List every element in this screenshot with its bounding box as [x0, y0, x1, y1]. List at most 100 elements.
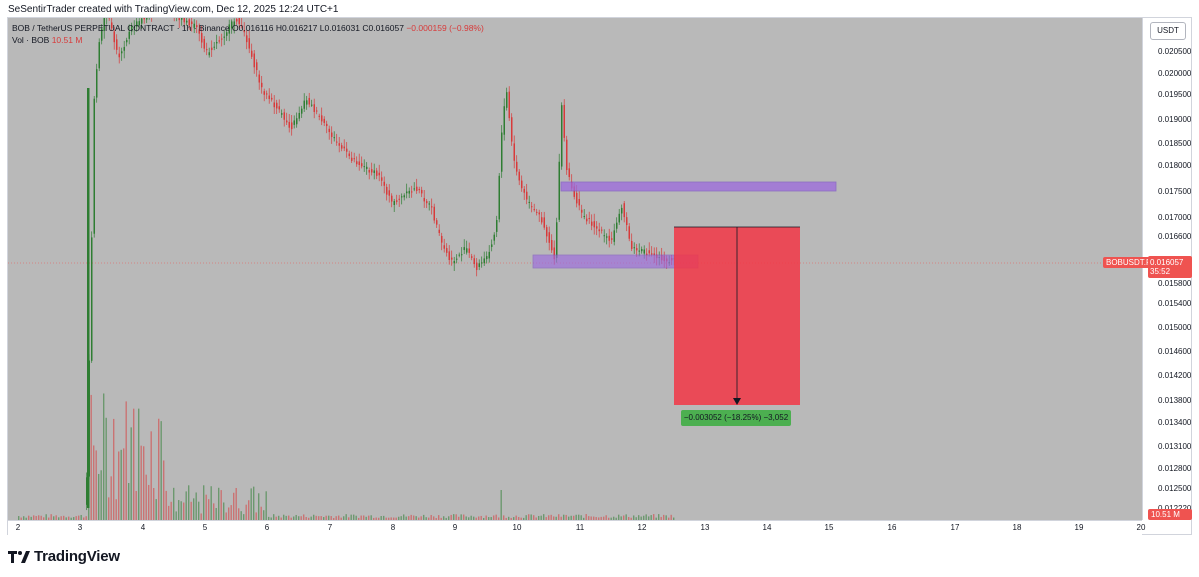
candle-body — [581, 209, 583, 213]
volume-bar — [645, 514, 647, 520]
volume-bar — [535, 517, 537, 520]
currency-button[interactable]: USDT — [1150, 22, 1186, 40]
candle-body — [548, 232, 550, 243]
candle-body — [393, 201, 395, 205]
chart-attribution: SeSentirTrader created with TradingView.… — [8, 4, 339, 15]
candle-body — [258, 74, 260, 83]
volume-bar — [448, 516, 450, 520]
candle-body — [366, 166, 368, 169]
volume-bar — [233, 492, 235, 520]
legend-symbol[interactable]: BOB / TetherUS PERPETUAL CONTRACT · 1h ·… — [12, 23, 230, 33]
volume-bar — [560, 516, 562, 520]
price-tick-label: 0.014600 — [1158, 347, 1192, 356]
volume-bar — [650, 515, 652, 520]
volume-bar — [530, 514, 532, 520]
candle-body — [193, 23, 195, 28]
volume-bar — [263, 510, 265, 520]
measure-arrow-head — [733, 398, 741, 405]
volume-bar — [235, 487, 237, 520]
candle-body — [576, 192, 578, 204]
volume-bar — [605, 515, 607, 520]
volume-bar — [338, 515, 340, 520]
volume-bar — [240, 511, 242, 520]
candle-body — [186, 20, 188, 23]
volume-bar — [143, 446, 145, 520]
volume-bar — [178, 500, 180, 520]
volume-bar — [663, 514, 665, 520]
volume-bar — [435, 517, 437, 520]
volume-bar — [670, 514, 672, 520]
volume-bar — [60, 516, 62, 520]
candle-body — [621, 207, 623, 214]
volume-bar — [118, 451, 120, 520]
volume-bar — [245, 504, 247, 520]
candle-body — [87, 88, 90, 508]
volume-bar — [115, 499, 117, 520]
candle-body — [241, 25, 243, 27]
time-tick-label: 6 — [264, 523, 270, 532]
candle-body — [228, 24, 230, 34]
volume-bar — [280, 517, 282, 520]
candle-body — [603, 235, 605, 237]
candle-body — [216, 42, 218, 44]
volume-bar — [610, 517, 612, 520]
time-tick-label: 5 — [202, 523, 208, 532]
volume-bar — [408, 516, 410, 520]
time-axis[interactable] — [8, 520, 1142, 535]
volume-bar — [490, 517, 492, 520]
volume-bar — [618, 514, 620, 520]
volume-bar — [135, 491, 137, 520]
volume-bar — [493, 515, 495, 520]
candle-body — [536, 211, 538, 213]
volume-bar — [248, 500, 250, 520]
candle-body — [433, 206, 435, 221]
volume-bar — [558, 514, 560, 520]
candle-body — [91, 237, 93, 361]
volume-bar — [373, 517, 375, 520]
volume-bar — [635, 517, 637, 520]
volume-bar — [458, 516, 460, 520]
candle-body — [448, 251, 450, 261]
candle-body — [253, 53, 255, 68]
volume-bar — [50, 514, 52, 520]
candle-body — [618, 213, 620, 223]
candle-body — [93, 98, 95, 234]
candle-body — [391, 195, 393, 202]
candle-body — [613, 230, 615, 242]
candle-body — [441, 235, 443, 243]
candle-body — [233, 21, 235, 26]
volume-bar — [100, 470, 102, 520]
volume-bar — [468, 517, 470, 520]
measure-label[interactable]: −0.003052 (−18.25%) −3,052 — [681, 410, 791, 426]
volume-bar — [78, 515, 80, 520]
volume-bar — [510, 517, 512, 520]
candle-body — [643, 249, 645, 254]
candle-body — [563, 104, 565, 138]
volume-bar — [18, 516, 20, 520]
legend-volume-label[interactable]: Vol · BOB — [12, 35, 50, 45]
volume-bar — [570, 515, 572, 520]
price-chart[interactable] — [8, 18, 1142, 520]
volume-bar — [413, 515, 415, 520]
candle-body — [588, 217, 590, 219]
volume-bar — [508, 516, 510, 520]
volume-bar — [385, 517, 387, 520]
volume-bar — [395, 517, 397, 520]
volume-bar — [65, 517, 67, 520]
legend-volume: Vol · BOB 10.51 M — [12, 34, 484, 46]
volume-bar — [270, 517, 272, 520]
candle-body — [333, 137, 335, 139]
candle-body — [243, 30, 245, 33]
plot-area[interactable] — [8, 18, 1142, 520]
candle-body — [218, 40, 220, 42]
candle-body — [466, 248, 468, 253]
candle-body — [553, 247, 555, 260]
volume-bar — [480, 515, 482, 520]
candle-body — [223, 36, 225, 38]
volume-bar — [188, 485, 190, 520]
candle-body — [323, 118, 325, 123]
candle-body — [533, 209, 535, 211]
volume-bar — [255, 512, 257, 520]
candle-body — [306, 100, 308, 105]
candle-body — [251, 50, 253, 57]
